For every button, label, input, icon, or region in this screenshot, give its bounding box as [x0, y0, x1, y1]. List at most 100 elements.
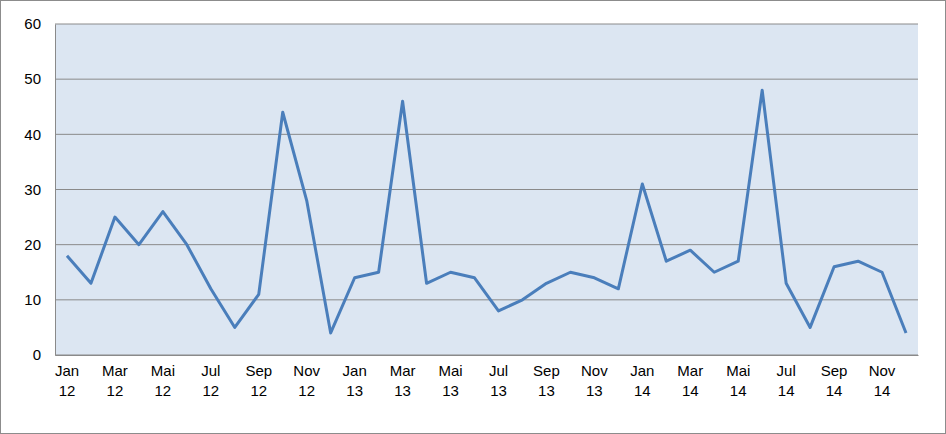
- x-tick-label-line: Jul: [489, 362, 508, 379]
- x-tick-label-line: Mai: [438, 362, 462, 379]
- x-tick-label-line: 14: [682, 382, 699, 399]
- x-tick-label-line: 13: [346, 382, 363, 399]
- x-tick-label: Jul 13: [489, 362, 508, 399]
- x-tick-label: Mar 14: [677, 362, 703, 399]
- x-tick-label-line: 14: [874, 382, 891, 399]
- x-tick-label: Sep 14: [821, 362, 848, 399]
- x-tick-label-line: 14: [826, 382, 843, 399]
- chart: 0102030405060Jan12Mar12Mai12Jul12Sep12No…: [0, 0, 946, 434]
- x-tick: Sep 12: [245, 355, 272, 399]
- x-tick-label-line: 12: [202, 382, 219, 399]
- x-tick: Nov 14: [869, 355, 896, 399]
- chart-border: [1, 1, 946, 434]
- x-tick-label: Jul 14: [777, 362, 796, 399]
- y-tick-label: 50: [24, 70, 41, 87]
- x-tick: Jan 12: [55, 355, 79, 399]
- y-tick: 40: [24, 126, 55, 143]
- x-tick-label-line: 12: [155, 382, 172, 399]
- series: [67, 90, 906, 333]
- x-tick-label-line: Jan: [343, 362, 367, 379]
- x-axis-line: [56, 355, 919, 356]
- x-tick-label-line: Sep: [533, 362, 560, 379]
- x-tick-label-line: 13: [394, 382, 411, 399]
- x-tick-label-line: Nov: [293, 362, 320, 379]
- x-tick-label-line: 13: [442, 382, 459, 399]
- x-tick-label-line: 13: [586, 382, 603, 399]
- x-tick: Mai 12: [151, 355, 175, 399]
- x-tick-label: Mar 13: [390, 362, 416, 399]
- x-tick-label-line: 12: [250, 382, 267, 399]
- x-tick: Mai 14: [726, 355, 750, 399]
- x-tick-label: Mar 12: [102, 362, 128, 399]
- x-tick-label: Jan 13: [343, 362, 367, 399]
- x-tick: Sep13: [533, 355, 560, 399]
- x-tick-label-line: Nov: [869, 362, 896, 379]
- y-axis: 0 10 20 30 40 50 60: [24, 15, 55, 363]
- grid-line: [55, 79, 918, 80]
- x-tick-label-line: Mar: [102, 362, 128, 379]
- x-tick-label: Jan 12: [55, 362, 79, 399]
- x-tick-label-line: Jul: [777, 362, 796, 379]
- y-tick-label: 0: [33, 346, 41, 363]
- y-tick-label: 10: [24, 291, 41, 308]
- x-tick-label-line: Sep: [821, 362, 848, 379]
- x-tick-label: Jul12: [201, 362, 220, 399]
- x-tick: Mar 13: [390, 355, 416, 399]
- x-tick: Nov 13: [581, 355, 608, 399]
- x-tick: Jul12: [201, 355, 220, 399]
- x-tick-label-line: Mai: [151, 362, 175, 379]
- x-tick-label: Mai 13: [438, 362, 462, 399]
- x-tick: Nov 12: [293, 355, 320, 399]
- grid-line: [55, 244, 918, 245]
- x-tick-label: Mai 12: [151, 362, 175, 399]
- y-tick: 60: [24, 15, 55, 32]
- x-tick: Mar 12: [102, 355, 128, 399]
- x-tick-label-line: 14: [730, 382, 747, 399]
- x-tick: Mar 14: [677, 355, 703, 399]
- x-tick-label: Sep 12: [245, 362, 272, 399]
- x-tick-label-line: 14: [778, 382, 795, 399]
- x-tick: Mai 13: [438, 355, 462, 399]
- y-tick: 30: [24, 181, 55, 198]
- x-tick-label-line: Sep: [245, 362, 272, 379]
- y-tick: 0: [33, 346, 55, 363]
- x-tick: Jan 13: [343, 355, 367, 399]
- y-tick-label: 60: [24, 15, 41, 32]
- x-tick-label: Sep13: [533, 362, 560, 399]
- y-tick-label: 40: [24, 126, 41, 143]
- x-tick-label-line: Mai: [726, 362, 750, 379]
- x-tick-label-line: Jan: [55, 362, 79, 379]
- grid-line: [55, 355, 918, 356]
- x-tick-label-line: 12: [298, 382, 315, 399]
- x-tick-label-line: 14: [634, 382, 651, 399]
- x-tick: Jan 14: [630, 355, 654, 399]
- plot-background: [55, 24, 918, 355]
- x-tick-label: Mai 14: [726, 362, 750, 399]
- x-tick-label-line: Jan: [630, 362, 654, 379]
- x-tick-label: Nov 13: [581, 362, 608, 399]
- x-tick: Sep 14: [821, 355, 848, 399]
- x-axis: Jan12Mar12Mai12Jul12Sep12Nov12Jan13Mar13…: [55, 355, 919, 399]
- grid: [55, 24, 918, 355]
- y-tick-label: 30: [24, 181, 41, 198]
- x-tick: Jul 14: [777, 355, 796, 399]
- grid-line: [55, 189, 918, 190]
- y-axis-line: [55, 25, 56, 356]
- y-tick: 20: [24, 236, 55, 253]
- x-tick-label: Nov 12: [293, 362, 320, 399]
- x-tick-label-line: 12: [59, 382, 76, 399]
- x-tick-label-line: 13: [490, 382, 507, 399]
- x-tick-label-line: Mar: [677, 362, 703, 379]
- x-tick: Jul 13: [489, 355, 508, 399]
- plot: 0102030405060Jan12Mar12Mai12Jul12Sep12No…: [24, 15, 918, 399]
- grid-line: [55, 299, 918, 300]
- y-tick: 50: [24, 70, 55, 87]
- x-tick-label-line: Nov: [581, 362, 608, 379]
- data-line: [67, 90, 906, 333]
- x-tick-label: Nov 14: [869, 362, 896, 399]
- x-tick-label: Jan 14: [630, 362, 654, 399]
- y-tick-label: 20: [24, 236, 41, 253]
- x-tick-label-line: Mar: [390, 362, 416, 379]
- x-tick-label-line: 12: [107, 382, 124, 399]
- grid-line: [55, 134, 918, 135]
